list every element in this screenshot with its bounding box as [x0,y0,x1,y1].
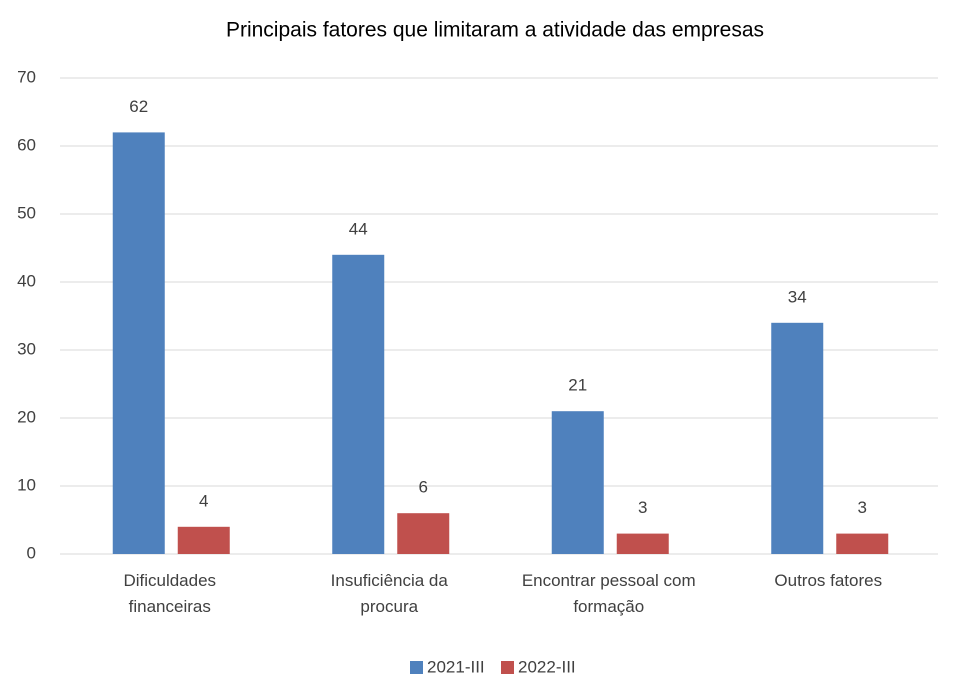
data-label: 34 [788,287,807,306]
y-tick-label: 70 [17,67,36,86]
y-tick-label: 30 [17,339,36,358]
x-tick-label: Encontrar pessoal com formação [522,571,696,616]
data-label: 3 [858,498,867,517]
data-label: 21 [568,376,587,395]
bar [112,132,165,554]
legend-swatch [410,661,423,674]
y-tick-label: 20 [17,407,36,426]
y-tick-label: 0 [27,543,36,562]
data-label: 3 [638,498,647,517]
data-label: 62 [129,97,148,116]
bar [397,513,450,554]
data-label: 44 [349,219,368,238]
x-tick-label: Outros fatores [774,571,882,590]
bar [616,533,669,554]
legend-label: 2021-III [427,657,485,675]
y-tick-label: 50 [17,203,36,222]
bar [177,526,230,554]
bar [771,322,824,554]
y-tick-label: 40 [17,271,36,290]
data-label: 6 [419,478,428,497]
bar [332,254,385,555]
y-tick-label: 60 [17,135,36,154]
y-tick-label: 10 [17,475,36,494]
bar [836,533,889,554]
chart-title: Principais fatores que limitaram a ativi… [226,19,764,42]
x-tick-label: Insuficiência da procura [331,571,449,616]
legend-label: 2022-III [518,657,576,675]
legend-swatch [501,661,514,674]
data-label: 4 [199,491,208,510]
x-tick-label: Dificuldades financeiras [123,571,216,616]
bar [551,411,604,554]
